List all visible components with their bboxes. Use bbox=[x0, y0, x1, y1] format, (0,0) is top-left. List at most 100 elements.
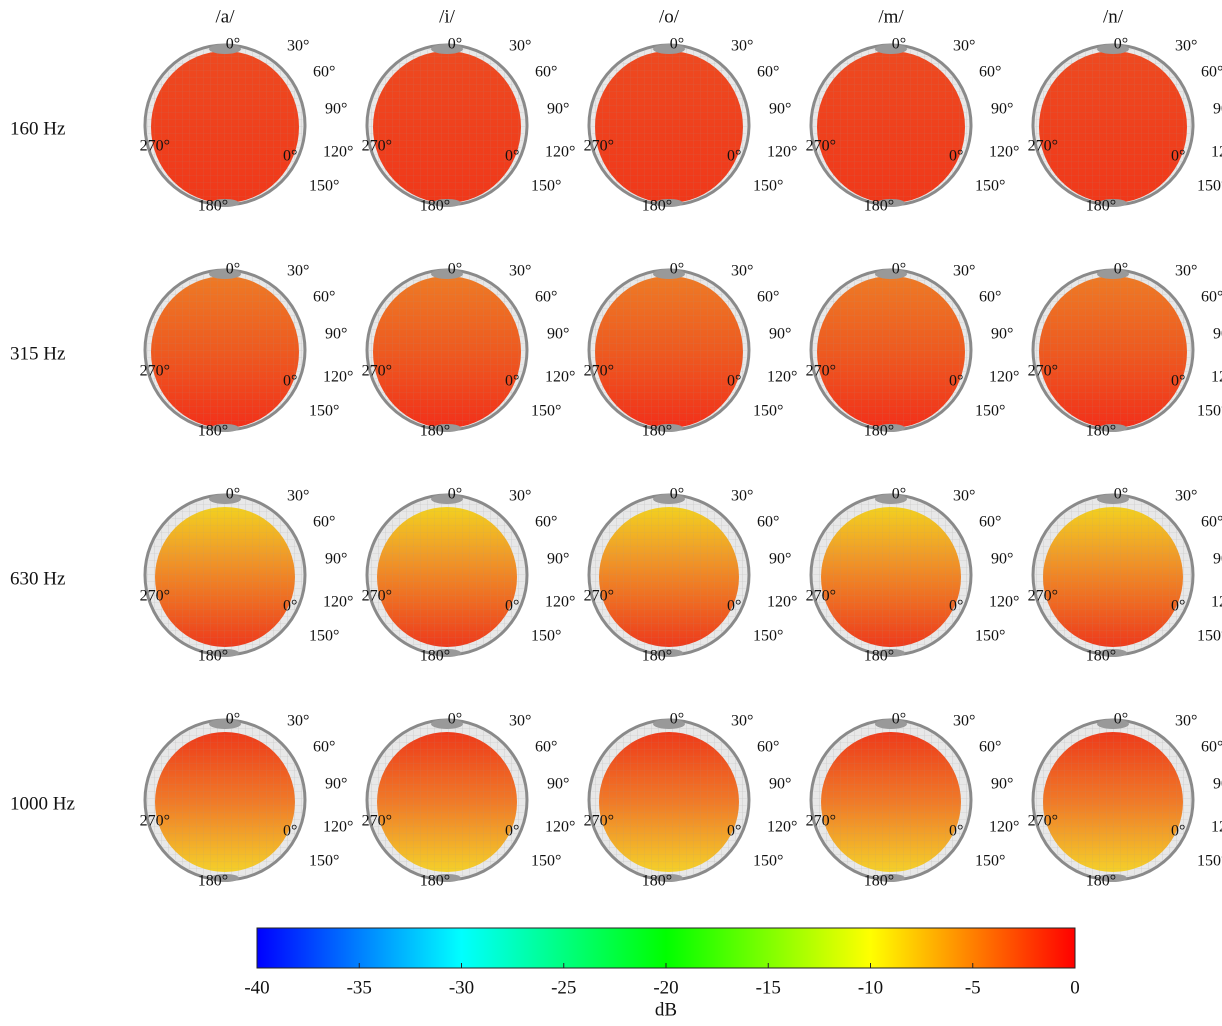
angle-label: 150° bbox=[531, 403, 561, 420]
angle-label: 270° bbox=[584, 588, 614, 605]
angle-label: 0° bbox=[949, 373, 963, 390]
angle-label: 180° bbox=[642, 873, 672, 890]
angle-label: 0° bbox=[448, 486, 462, 503]
angle-label: 90° bbox=[769, 326, 791, 343]
angle-label: 180° bbox=[864, 198, 894, 215]
angle-label: 90° bbox=[1213, 551, 1222, 568]
angle-label: 150° bbox=[975, 628, 1005, 645]
angle-label: 0° bbox=[505, 823, 519, 840]
angle-label: 30° bbox=[1175, 713, 1197, 730]
pole-cap bbox=[875, 44, 907, 54]
colorbar-tick-label: 0 bbox=[1070, 977, 1080, 998]
balloon-surface-mesh bbox=[817, 276, 965, 428]
angle-label: 120° bbox=[1211, 369, 1222, 386]
angle-label: 90° bbox=[769, 101, 791, 118]
angle-label: 30° bbox=[731, 488, 753, 505]
pole-cap bbox=[209, 269, 241, 279]
angle-label: 0° bbox=[670, 486, 684, 503]
angle-label: 180° bbox=[864, 648, 894, 665]
pole-cap bbox=[209, 494, 241, 504]
angle-label: 120° bbox=[545, 369, 575, 386]
angle-label: 150° bbox=[753, 178, 783, 195]
balloon: 0° 30°60° 90° 120° 150° 180° 270° 0° bbox=[362, 486, 576, 665]
angle-label: 60° bbox=[1201, 514, 1222, 531]
row-label: 315 Hz bbox=[10, 343, 65, 364]
pole-cap bbox=[655, 424, 683, 432]
angle-label: 30° bbox=[953, 263, 975, 280]
angle-label: 90° bbox=[1213, 101, 1222, 118]
angle-label: 60° bbox=[1201, 739, 1222, 756]
colorbar-tick-label: -40 bbox=[244, 977, 269, 998]
angle-label: 120° bbox=[767, 144, 797, 161]
angle-label: 120° bbox=[989, 819, 1019, 836]
angle-label: 60° bbox=[979, 289, 1001, 306]
angle-label: 150° bbox=[975, 853, 1005, 870]
angle-label: 90° bbox=[991, 776, 1013, 793]
balloon: 0° 30°60° 90° 120° 150° 180° 270° 0° bbox=[1028, 711, 1222, 890]
angle-label: 90° bbox=[547, 101, 569, 118]
angle-label: 0° bbox=[949, 148, 963, 165]
angle-label: 60° bbox=[979, 64, 1001, 81]
balloon-surface-mesh bbox=[595, 276, 743, 428]
angle-label: 0° bbox=[1171, 598, 1185, 615]
angle-label: 150° bbox=[309, 853, 339, 870]
balloon-surface-mesh bbox=[373, 276, 521, 428]
angle-label: 0° bbox=[283, 823, 297, 840]
angle-label: 0° bbox=[226, 711, 240, 728]
colorbar-tick-label: -20 bbox=[653, 977, 678, 998]
angle-label: 270° bbox=[584, 813, 614, 830]
balloon-surface-mesh bbox=[377, 507, 517, 647]
angle-label: 60° bbox=[313, 514, 335, 531]
angle-label: 0° bbox=[1171, 373, 1185, 390]
angle-label: 30° bbox=[731, 38, 753, 55]
angle-label: 0° bbox=[283, 598, 297, 615]
balloon-surface-mesh bbox=[599, 507, 739, 647]
angle-label: 270° bbox=[1028, 813, 1058, 830]
angle-label: 270° bbox=[1028, 138, 1058, 155]
angle-label: 270° bbox=[1028, 363, 1058, 380]
angle-label: 120° bbox=[323, 594, 353, 611]
angle-label: 90° bbox=[991, 326, 1013, 343]
angle-label: 180° bbox=[864, 873, 894, 890]
balloon: 0° 30°60° 90° 120° 150° 180° 270° 0° bbox=[362, 36, 576, 215]
angle-label: 30° bbox=[287, 713, 309, 730]
column-label: /o/ bbox=[659, 6, 680, 27]
angle-label: 150° bbox=[309, 178, 339, 195]
angle-label: 90° bbox=[991, 101, 1013, 118]
pole-cap bbox=[875, 494, 907, 504]
angle-label: 90° bbox=[991, 551, 1013, 568]
angle-label: 0° bbox=[505, 598, 519, 615]
angle-label: 90° bbox=[769, 776, 791, 793]
balloon: 0° 30°60° 90° 120° 150° 180° 270° 0° bbox=[140, 711, 354, 890]
pole-cap bbox=[653, 494, 685, 504]
angle-label: 0° bbox=[1114, 261, 1128, 278]
angle-label: 30° bbox=[509, 488, 531, 505]
angle-label: 150° bbox=[309, 403, 339, 420]
pole-cap bbox=[431, 719, 463, 729]
angle-label: 180° bbox=[198, 423, 228, 440]
colorbar-tick-label: -10 bbox=[858, 977, 883, 998]
colorbar bbox=[256, 927, 1076, 969]
angle-label: 0° bbox=[949, 598, 963, 615]
angle-label: 270° bbox=[140, 363, 170, 380]
colorbar-tick-label: -35 bbox=[347, 977, 372, 998]
pole-cap bbox=[653, 269, 685, 279]
pole-cap bbox=[653, 719, 685, 729]
colorbar-tick-label: -15 bbox=[756, 977, 781, 998]
angle-label: 0° bbox=[892, 711, 906, 728]
pole-cap bbox=[433, 874, 461, 882]
angle-label: 0° bbox=[892, 261, 906, 278]
angle-label: 120° bbox=[989, 369, 1019, 386]
angle-label: 0° bbox=[670, 261, 684, 278]
angle-label: 270° bbox=[584, 138, 614, 155]
angle-label: 0° bbox=[727, 823, 741, 840]
angle-label: 120° bbox=[1211, 819, 1222, 836]
angle-label: 270° bbox=[806, 813, 836, 830]
angle-label: 30° bbox=[509, 38, 531, 55]
angle-label: 60° bbox=[313, 739, 335, 756]
angle-label: 270° bbox=[806, 588, 836, 605]
angle-label: 270° bbox=[362, 588, 392, 605]
angle-label: 150° bbox=[1197, 178, 1222, 195]
angle-label: 60° bbox=[1201, 64, 1222, 81]
balloon: 0° 30°60° 90° 120° 150° 180° 270° 0° bbox=[362, 711, 576, 890]
